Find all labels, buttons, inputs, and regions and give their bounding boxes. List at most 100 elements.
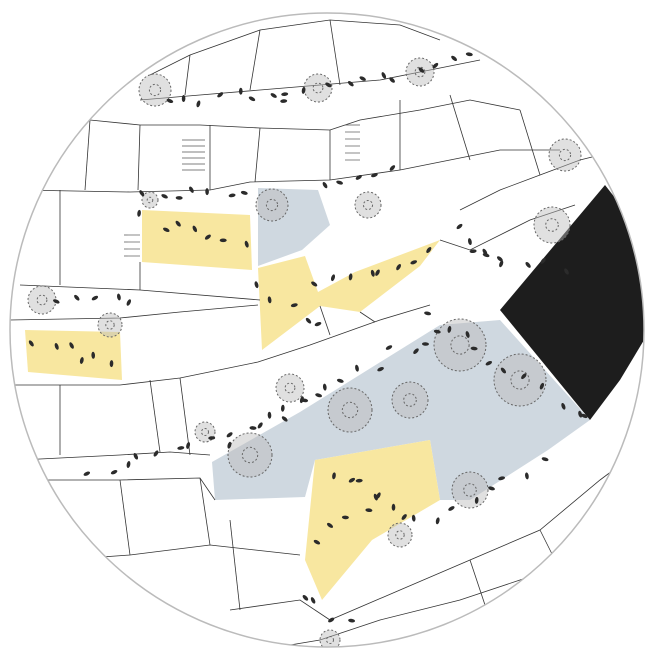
tree-outline — [533, 206, 571, 244]
footprint — [580, 413, 588, 419]
footprint — [226, 432, 233, 438]
tree-canopy — [434, 319, 486, 371]
footprint — [336, 378, 344, 383]
footprint — [280, 404, 285, 412]
footprint — [69, 342, 74, 349]
tree-canopy — [228, 433, 272, 477]
footprint — [410, 260, 418, 265]
square-yellow — [305, 440, 440, 600]
footprint — [469, 249, 477, 254]
tree-core — [395, 530, 405, 540]
footprint — [336, 180, 343, 185]
footprint — [424, 311, 432, 316]
footprint — [365, 508, 373, 513]
footprint — [385, 345, 393, 350]
tree-core — [105, 320, 115, 330]
tree-outline — [387, 522, 413, 548]
footprint — [299, 396, 304, 404]
footprint — [499, 260, 504, 268]
footprint — [267, 296, 272, 304]
tree-outline — [194, 421, 216, 443]
plaza-blue — [212, 320, 590, 500]
footprint — [302, 595, 309, 601]
footprint — [54, 343, 59, 350]
footprint — [391, 503, 396, 511]
footprint — [465, 331, 470, 338]
footprint — [280, 99, 288, 103]
footprint — [521, 373, 527, 380]
tree-core — [403, 393, 417, 407]
footprint — [422, 342, 429, 346]
footprint — [217, 92, 224, 98]
tree-core — [148, 83, 162, 97]
footprint — [389, 165, 396, 171]
footprint — [426, 247, 432, 253]
footprint — [355, 478, 363, 483]
tree-outline — [327, 387, 373, 433]
footprint — [270, 93, 277, 98]
tree-canopy — [328, 388, 372, 432]
footprint — [578, 410, 583, 418]
footprint — [177, 446, 185, 450]
tree-outline — [138, 73, 172, 107]
footprint — [240, 190, 248, 195]
footprint — [322, 181, 328, 189]
tree-canopy — [304, 74, 332, 102]
tree-canopy — [549, 139, 581, 171]
footprint — [498, 476, 506, 481]
footprint — [163, 227, 170, 233]
footprint — [500, 367, 507, 374]
footprint — [219, 238, 227, 243]
tree-canopy — [494, 354, 546, 406]
footprint — [348, 477, 356, 483]
footprint — [205, 188, 209, 196]
footprint — [175, 196, 183, 200]
footprint — [126, 299, 132, 306]
footprint — [474, 496, 479, 504]
tree-canopy — [392, 382, 428, 418]
tree-outline — [451, 471, 489, 509]
footprint — [166, 98, 174, 103]
footprint — [411, 514, 416, 522]
footprint — [117, 293, 121, 301]
footprint — [204, 234, 211, 240]
footprint — [447, 325, 452, 333]
footprint — [433, 329, 441, 334]
footprint — [91, 295, 99, 301]
tree-core — [558, 148, 572, 162]
tree-outline — [227, 432, 273, 478]
footprint — [196, 100, 201, 108]
tree-outline — [493, 353, 547, 407]
tree-core — [545, 218, 559, 232]
tree-outline — [354, 191, 382, 219]
footprint — [456, 223, 463, 230]
footprint — [341, 515, 349, 520]
tree-outline — [255, 188, 289, 222]
footprint — [281, 92, 289, 97]
footprint — [332, 472, 336, 480]
footprint — [109, 360, 114, 368]
footprint — [451, 55, 458, 62]
footprint — [313, 539, 321, 545]
footprint — [470, 346, 478, 351]
footprint — [254, 281, 259, 289]
footprint — [328, 617, 335, 623]
tree-core — [312, 82, 324, 94]
footprint — [301, 86, 306, 94]
footprint — [186, 442, 191, 449]
tree-outline — [391, 381, 429, 419]
footprint — [110, 469, 118, 475]
footprint — [465, 52, 473, 57]
tree-canopy — [452, 472, 488, 508]
tree-canopy — [256, 189, 288, 221]
footprint — [525, 261, 531, 268]
footprint — [257, 422, 263, 429]
tree-canopy — [406, 58, 434, 86]
footprint — [311, 281, 318, 287]
footprint — [91, 351, 96, 359]
footprint — [208, 436, 216, 440]
footprint — [281, 416, 288, 422]
